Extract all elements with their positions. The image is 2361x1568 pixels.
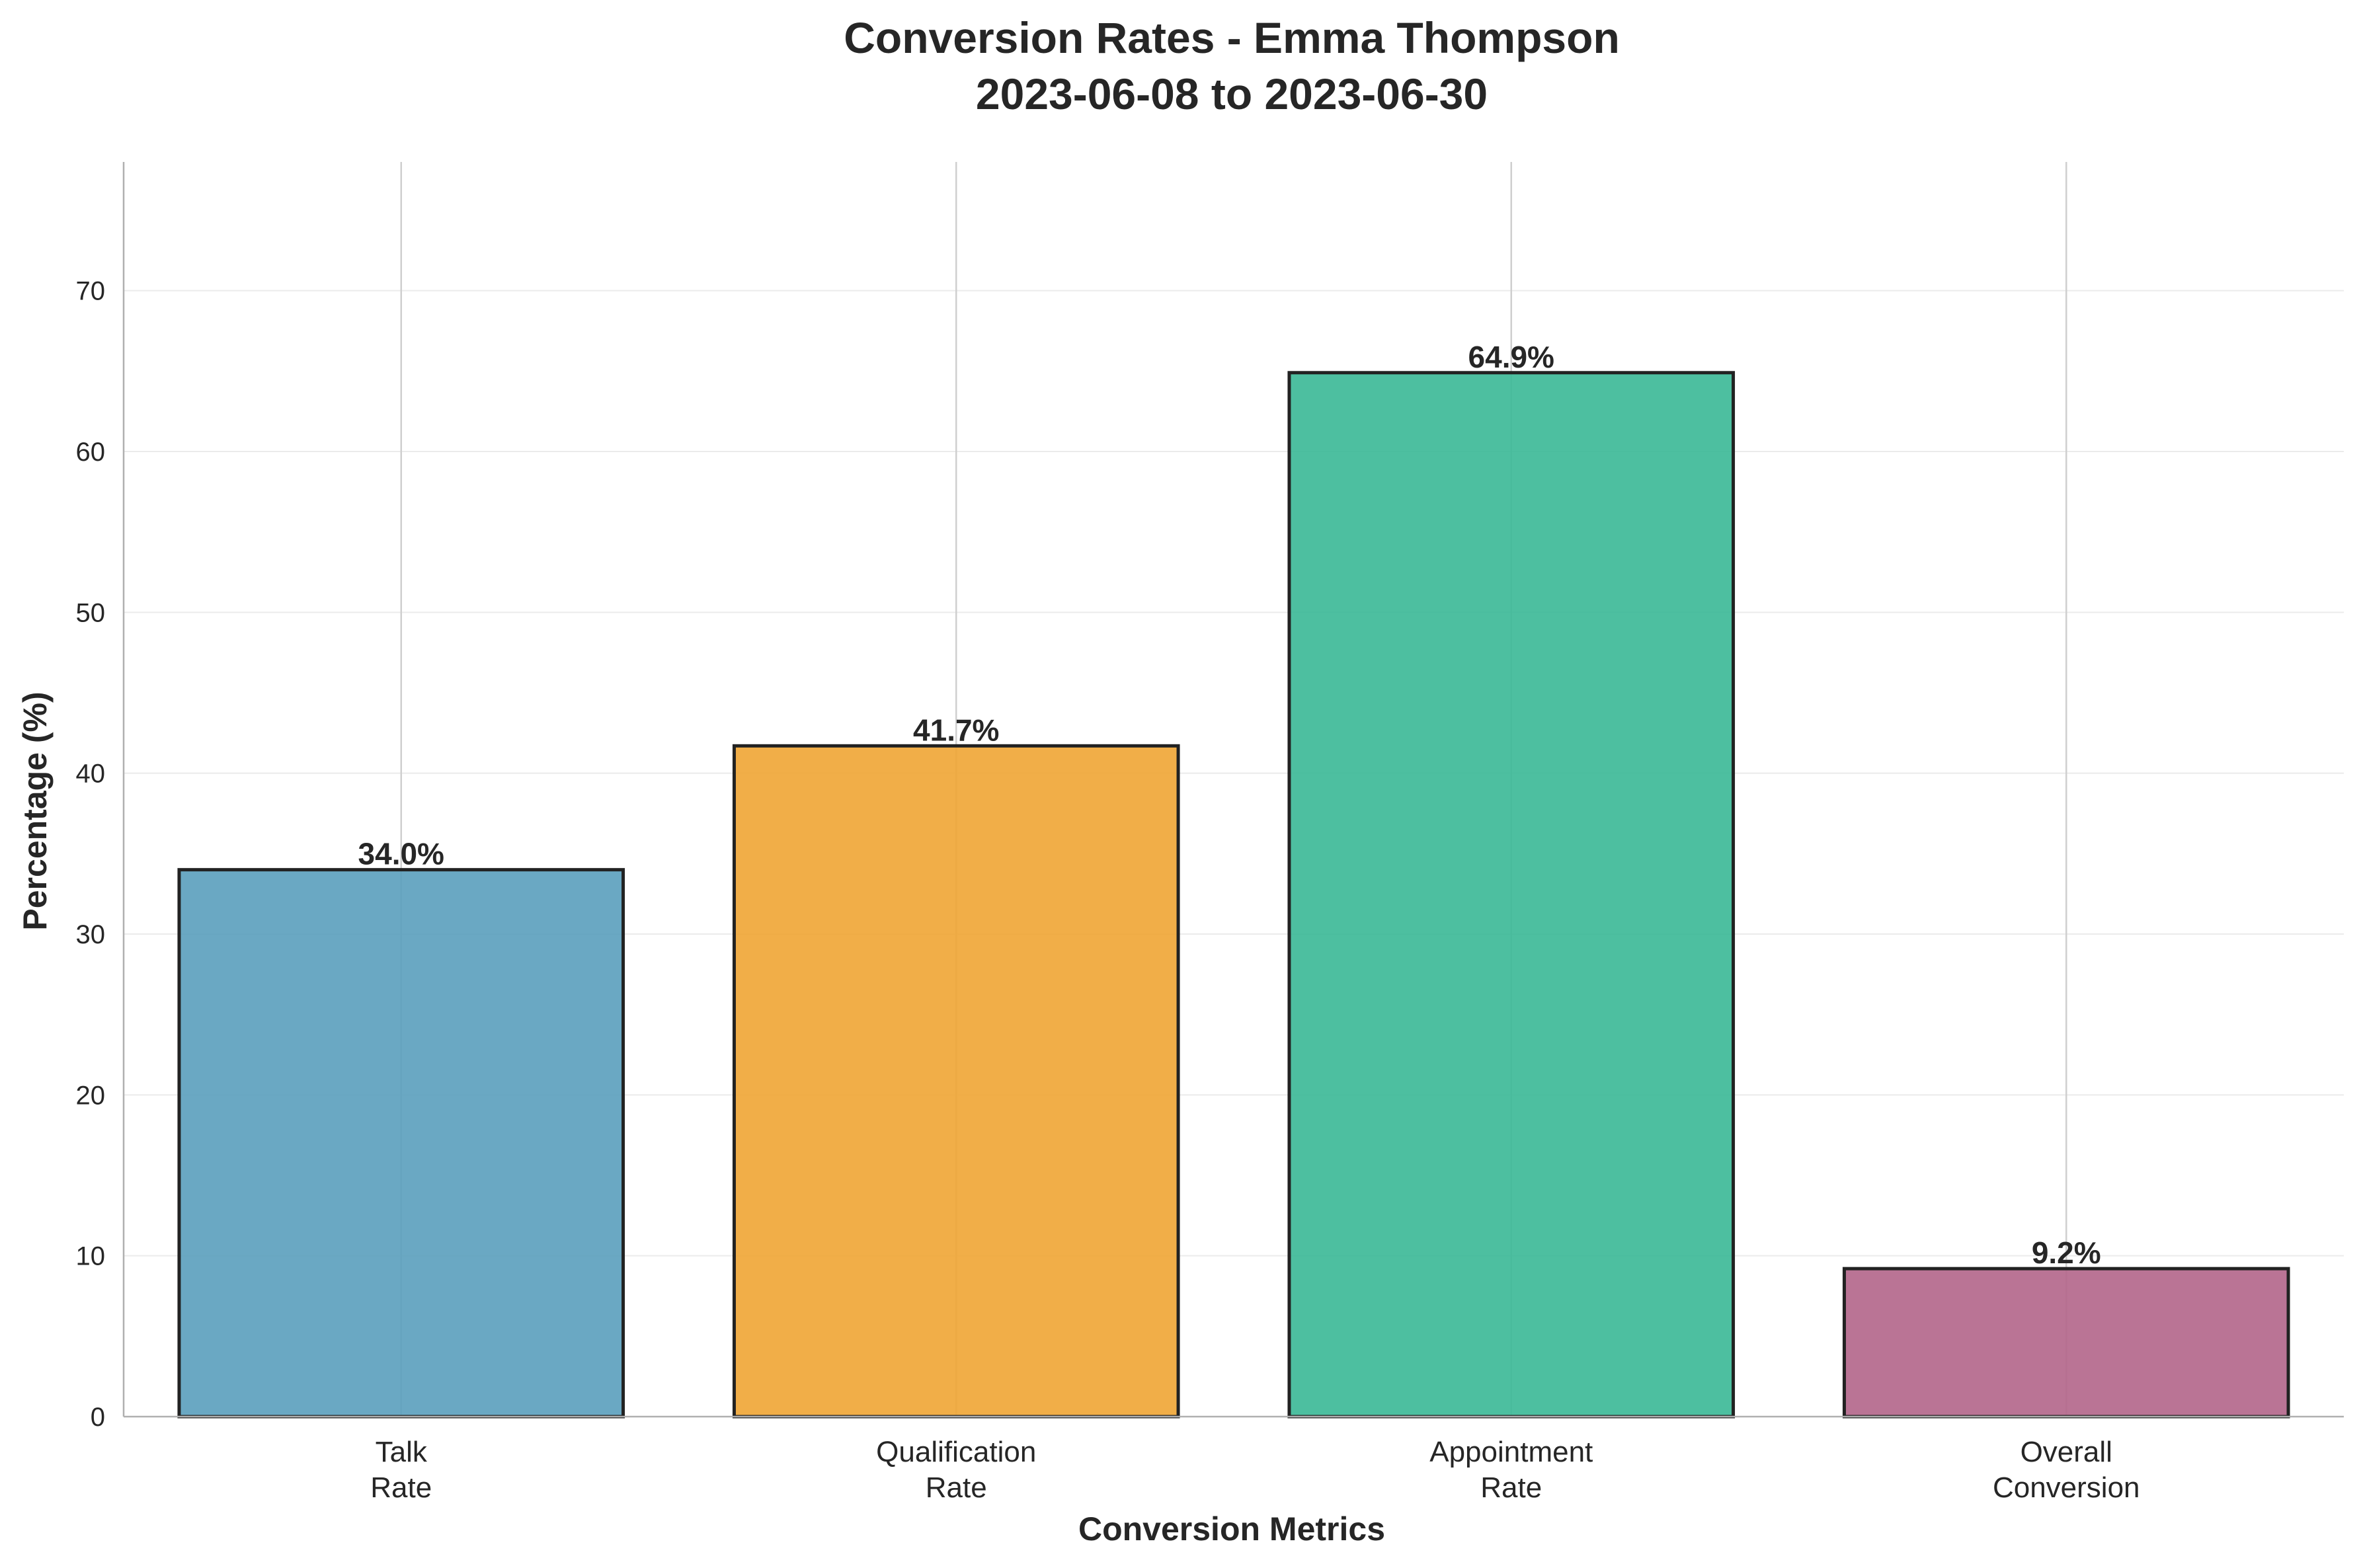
x-tick-label: Rate bbox=[926, 1471, 987, 1504]
x-tick-label: Talk bbox=[376, 1436, 428, 1468]
x-tick-label: Appointment bbox=[1429, 1436, 1593, 1468]
bar bbox=[1842, 1267, 2290, 1419]
bar bbox=[177, 868, 625, 1419]
value-label: 64.9% bbox=[1468, 340, 1554, 374]
y-tick-label: 50 bbox=[76, 598, 106, 627]
x-axis-label: Conversion Metrics bbox=[1078, 1510, 1385, 1548]
x-tick-label: Qualification bbox=[876, 1436, 1036, 1468]
y-tick-label: 20 bbox=[76, 1081, 106, 1110]
labels: 01020304050607034.0%41.7%64.9%9.2%TalkRa… bbox=[76, 277, 2140, 1504]
y-tick-label: 10 bbox=[76, 1242, 106, 1271]
axes bbox=[122, 162, 2344, 1418]
x-tick-label: Conversion bbox=[1993, 1471, 2140, 1504]
y-tick-label: 0 bbox=[91, 1403, 105, 1432]
chart-subtitle: 2023-06-08 to 2023-06-30 bbox=[976, 69, 1488, 118]
x-tick-label: Overall bbox=[2021, 1436, 2112, 1468]
value-label: 9.2% bbox=[2032, 1235, 2101, 1270]
y-tick-label: 30 bbox=[76, 920, 106, 949]
x-tick-label: Rate bbox=[370, 1471, 432, 1504]
y-tick-label: 40 bbox=[76, 760, 106, 789]
bars bbox=[177, 371, 2290, 1419]
chart-title: Conversion Rates - Emma Thompson bbox=[844, 13, 1620, 62]
y-tick-label: 60 bbox=[76, 438, 106, 467]
bar bbox=[732, 744, 1180, 1419]
y-tick-label: 70 bbox=[76, 277, 106, 306]
value-label: 41.7% bbox=[913, 713, 999, 747]
bar bbox=[1287, 371, 1736, 1419]
x-tick-label: Rate bbox=[1480, 1471, 1542, 1504]
value-label: 34.0% bbox=[358, 837, 444, 871]
y-axis-label: Percentage (%) bbox=[17, 691, 54, 930]
